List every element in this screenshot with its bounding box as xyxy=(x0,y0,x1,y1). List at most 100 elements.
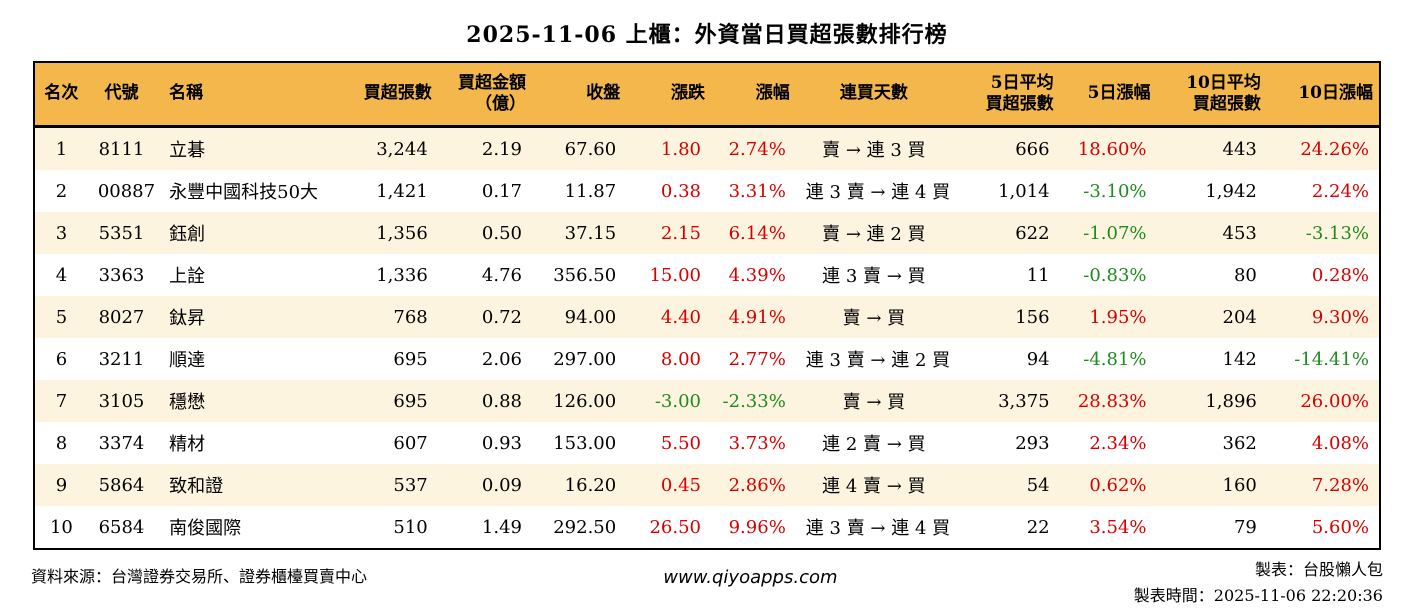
cell-change: 2.15 xyxy=(660,222,701,244)
cell-avg10: 453 xyxy=(1222,222,1257,244)
cell-streak: 賣 → 買 xyxy=(842,392,906,413)
cell-change: 5.50 xyxy=(660,432,701,454)
col-header-name: 名稱 xyxy=(155,62,337,128)
col-header-avg10: 10日平均 買超張數 xyxy=(1156,62,1267,128)
cell-avg5: 54 xyxy=(1026,474,1050,496)
cell-change: -3.00 xyxy=(654,390,701,412)
table-row: 8 3374 精材 607 0.93 153.00 5.50 3.73% 連 2… xyxy=(34,422,1380,464)
col-header-streak: 連買天數 xyxy=(795,62,952,128)
cell-pct10: -14.41% xyxy=(1294,348,1369,370)
cell-rank: 1 xyxy=(55,138,68,160)
cell-pct10: 9.30% xyxy=(1311,306,1369,328)
cell-change-pct: 9.96% xyxy=(728,516,786,538)
cell-pct5: -1.07% xyxy=(1083,222,1147,244)
cell-streak: 連 3 賣 → 連 4 買 xyxy=(805,182,951,203)
cell-pct5: 18.60% xyxy=(1077,138,1147,160)
cell-name: 上詮 xyxy=(169,266,206,287)
cell-shares: 695 xyxy=(393,390,428,412)
table-body: 1 8111 立碁 3,244 2.19 67.60 1.80 2.74% 賣 … xyxy=(34,126,1380,549)
cell-rank: 9 xyxy=(55,474,68,496)
credits-block: 製表：台股懶人包 製表時間：2025-11-06 22:20:36 xyxy=(1134,557,1383,610)
cell-avg10: 142 xyxy=(1222,348,1257,370)
cell-pct10: 26.00% xyxy=(1300,390,1369,412)
cell-avg5: 622 xyxy=(1015,222,1050,244)
cell-pct5: -0.83% xyxy=(1083,264,1147,286)
cell-rank: 5 xyxy=(55,306,68,328)
cell-avg5: 22 xyxy=(1026,516,1050,538)
cell-change: 0.45 xyxy=(660,474,701,496)
made-time-label: 製表時間：2025-11-06 22:20:36 xyxy=(1133,586,1383,606)
cell-shares: 607 xyxy=(393,432,428,454)
cell-shares: 695 xyxy=(393,348,428,370)
cell-change-pct: 2.77% xyxy=(728,348,786,370)
cell-name: 順達 xyxy=(169,350,206,371)
cell-avg5: 666 xyxy=(1015,138,1050,160)
cell-name: 精材 xyxy=(169,434,206,455)
col-header-code: 代號 xyxy=(87,62,156,128)
cell-shares: 1,356 xyxy=(376,222,428,244)
cell-rank: 8 xyxy=(55,432,68,454)
cell-pct5: 0.62% xyxy=(1089,474,1147,496)
cell-change: 0.38 xyxy=(660,180,701,202)
cell-streak: 連 2 賣 → 買 xyxy=(822,434,926,455)
cell-code: 3363 xyxy=(98,264,145,286)
cell-change-pct: 4.91% xyxy=(728,306,786,328)
cell-avg10: 79 xyxy=(1233,516,1257,538)
col-header-pct5: 5日漲幅 xyxy=(1059,62,1157,128)
cell-avg10: 362 xyxy=(1222,432,1257,454)
col-header-pct10: 10日漲幅 xyxy=(1266,62,1380,128)
cell-amount: 0.72 xyxy=(481,306,522,328)
cell-close: 16.20 xyxy=(564,474,617,496)
cell-amount: 1.49 xyxy=(481,516,522,538)
table-row: 3 5351 鈺創 1,356 0.50 37.15 2.15 6.14% 賣 … xyxy=(34,212,1380,254)
cell-close: 11.87 xyxy=(564,180,617,202)
cell-code: 3374 xyxy=(98,432,145,454)
cell-change-pct: 4.39% xyxy=(728,264,786,286)
cell-close: 67.60 xyxy=(564,138,617,160)
cell-amount: 2.19 xyxy=(481,138,522,160)
cell-avg5: 156 xyxy=(1015,306,1050,328)
cell-code: 3211 xyxy=(98,348,145,370)
cell-shares: 537 xyxy=(393,474,428,496)
table-row: 5 8027 鈦昇 768 0.72 94.00 4.40 4.91% 賣 → … xyxy=(34,296,1380,338)
cell-pct5: -4.81% xyxy=(1083,348,1147,370)
cell-pct5: 28.83% xyxy=(1077,390,1147,412)
cell-change: 4.40 xyxy=(660,306,701,328)
cell-change-pct: 2.86% xyxy=(728,474,786,496)
cell-close: 126.00 xyxy=(553,390,617,412)
website-url: www.qiyoapps.com xyxy=(663,567,838,588)
ranking-table: 名次 代號 名稱 買超張數 買超金額 （億） 收盤 漲跌 漲幅 連買天數 5日平… xyxy=(33,61,1381,550)
cell-pct5: -3.10% xyxy=(1083,180,1147,202)
cell-streak: 賣 → 買 xyxy=(842,308,906,329)
cell-pct5: 3.54% xyxy=(1089,516,1147,538)
cell-avg10: 1,942 xyxy=(1205,180,1257,202)
cell-rank: 6 xyxy=(55,348,68,370)
cell-amount: 0.88 xyxy=(481,390,522,412)
cell-close: 292.50 xyxy=(553,516,617,538)
cell-avg5: 94 xyxy=(1026,348,1050,370)
col-header-change: 漲跌 xyxy=(626,62,711,128)
cell-change-pct: -2.33% xyxy=(722,390,786,412)
cell-avg10: 204 xyxy=(1222,306,1257,328)
cell-change: 1.80 xyxy=(660,138,701,160)
cell-amount: 4.76 xyxy=(481,264,522,286)
cell-rank: 10 xyxy=(49,516,73,538)
cell-rank: 2 xyxy=(55,180,68,202)
cell-close: 356.50 xyxy=(553,264,617,286)
cell-amount: 2.06 xyxy=(481,348,522,370)
cell-avg10: 80 xyxy=(1233,264,1257,286)
cell-avg10: 1,896 xyxy=(1205,390,1257,412)
table-row: 6 3211 順達 695 2.06 297.00 8.00 2.77% 連 3… xyxy=(34,338,1380,380)
cell-shares: 768 xyxy=(393,306,428,328)
made-by-label: 製表：台股懶人包 xyxy=(1254,560,1383,579)
cell-change-pct: 3.31% xyxy=(728,180,786,202)
cell-pct5: 1.95% xyxy=(1089,306,1147,328)
cell-streak: 賣 → 連 2 買 xyxy=(822,224,926,245)
cell-change: 26.50 xyxy=(649,516,701,538)
cell-streak: 連 3 賣 → 買 xyxy=(822,266,926,287)
data-source-label: 資料來源：台灣證券交易所、證券櫃檯買賣中心 xyxy=(31,567,368,586)
cell-code: 00887 xyxy=(97,180,156,202)
cell-pct10: 5.60% xyxy=(1311,516,1369,538)
cell-close: 37.15 xyxy=(564,222,617,244)
table-row: 10 6584 南俊國際 510 1.49 292.50 26.50 9.96%… xyxy=(34,506,1380,549)
